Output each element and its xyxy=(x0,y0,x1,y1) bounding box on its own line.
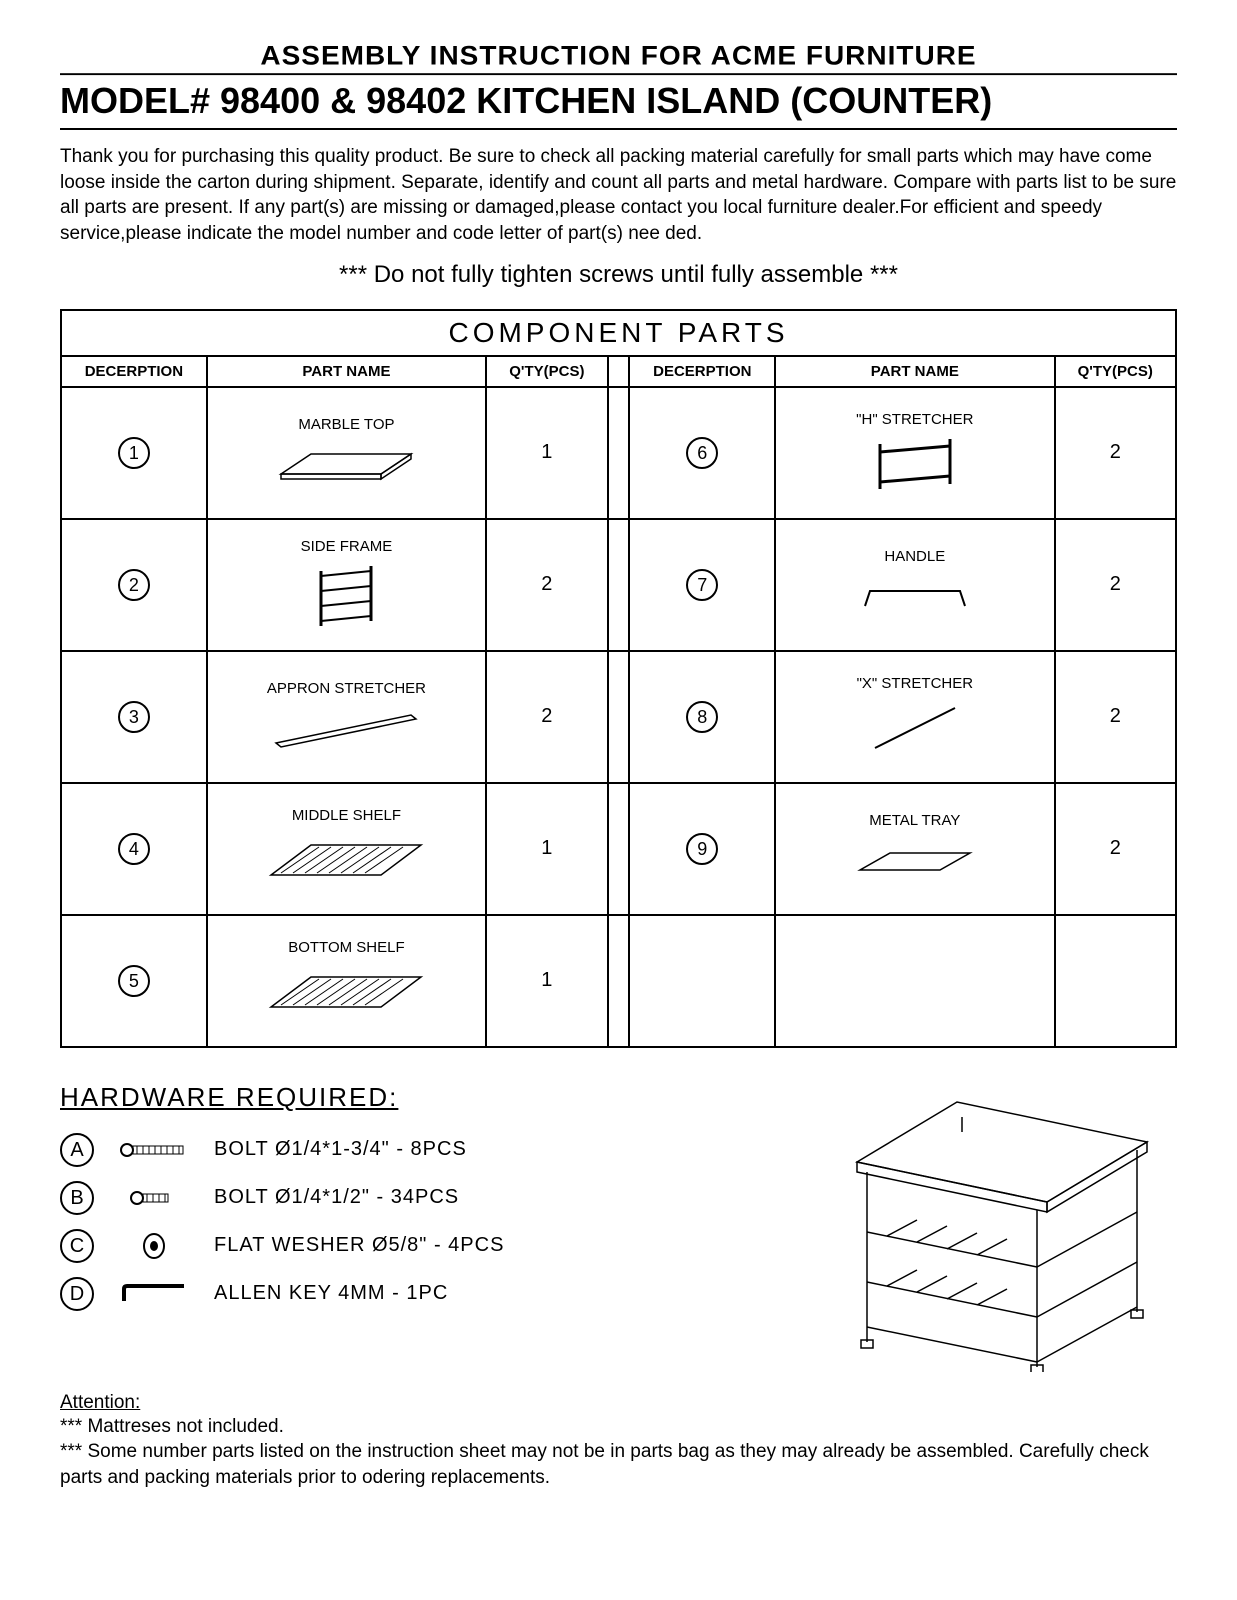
attention-line2: *** Some number parts listed on the inst… xyxy=(60,1439,1177,1490)
part-name: APPRON STRETCHER xyxy=(212,680,481,697)
parts-row: 3 APPRON STRETCHER 2 8 "X" STRETCHER 2 xyxy=(61,651,1176,783)
part-number: 5 xyxy=(118,965,150,997)
bottom-shelf-icon xyxy=(261,962,431,1022)
part-qty: 2 xyxy=(1055,387,1177,519)
col-header-name-right: PART NAME xyxy=(775,356,1054,387)
long-bolt-icon xyxy=(114,1140,194,1160)
part-qty: 2 xyxy=(486,519,607,651)
page-header-cut: ASSEMBLY INSTRUCTION FOR ACME FURNITURE xyxy=(60,41,1177,75)
parts-row: 5 BOTTOM SHELF 1 xyxy=(61,915,1176,1047)
col-header-desc-left: DECERPTION xyxy=(61,356,207,387)
part-qty: 1 xyxy=(486,915,607,1047)
part-number: 6 xyxy=(686,437,718,469)
hardware-desc: BOLT Ø1/4*1-3/4" - 8PCS xyxy=(214,1138,467,1161)
h-stretcher-icon xyxy=(860,434,970,494)
handle-icon xyxy=(845,571,985,621)
part-number: 8 xyxy=(686,701,718,733)
part-name: "H" STRETCHER xyxy=(780,411,1049,428)
part-number: 2 xyxy=(118,569,150,601)
part-qty: 1 xyxy=(486,783,607,915)
attention-line1: *** Mattreses not included. xyxy=(60,1414,1177,1440)
part-number: 7 xyxy=(686,569,718,601)
part-name: MARBLE TOP xyxy=(212,416,481,433)
part-name: SIDE FRAME xyxy=(212,538,481,555)
hardware-row: D ALLEN KEY 4MM - 1PC xyxy=(60,1277,787,1311)
parts-table-title: COMPONENT PARTS xyxy=(61,310,1176,356)
col-header-name-left: PART NAME xyxy=(207,356,486,387)
part-name: BOTTOM SHELF xyxy=(212,939,481,956)
short-bolt-icon xyxy=(114,1188,194,1208)
col-header-qty-right: Q'TY(PCS) xyxy=(1055,356,1177,387)
hardware-letter: A xyxy=(60,1133,94,1167)
part-qty: 2 xyxy=(1055,519,1177,651)
model-title: MODEL# 98400 & 98402 KITCHEN ISLAND (COU… xyxy=(60,80,1177,130)
side-frame-icon xyxy=(296,561,396,631)
table-gap xyxy=(608,356,630,387)
part-qty: 2 xyxy=(486,651,607,783)
hardware-row: B BOLT Ø1/4*1/2" - 34PCS xyxy=(60,1181,787,1215)
part-name: "X" STRETCHER xyxy=(780,675,1049,692)
assembled-product-illustration xyxy=(817,1072,1177,1372)
component-parts-table: COMPONENT PARTS DECERPTION PART NAME Q'T… xyxy=(60,309,1177,1048)
allen-key-icon xyxy=(114,1281,194,1306)
part-name: MIDDLE SHELF xyxy=(212,807,481,824)
part-name: METAL TRAY xyxy=(780,812,1049,829)
middle-shelf-icon xyxy=(261,830,431,890)
x-stretcher-icon xyxy=(855,698,975,758)
attention-title: Attention: xyxy=(60,1392,1177,1414)
part-qty: 2 xyxy=(1055,783,1177,915)
hardware-row: A BOLT Ø1/4*1-3/4" - 8PCS xyxy=(60,1133,787,1167)
hardware-letter: D xyxy=(60,1277,94,1311)
metal-tray-icon xyxy=(845,835,985,885)
hardware-letter: B xyxy=(60,1181,94,1215)
part-name: HANDLE xyxy=(780,548,1049,565)
part-number: 9 xyxy=(686,833,718,865)
intro-paragraph: Thank you for purchasing this quality pr… xyxy=(60,144,1177,247)
hardware-desc: ALLEN KEY 4MM - 1PC xyxy=(214,1282,448,1305)
col-header-qty-left: Q'TY(PCS) xyxy=(486,356,607,387)
hardware-desc: BOLT Ø1/4*1/2" - 34PCS xyxy=(214,1186,459,1209)
apron-stretcher-icon xyxy=(266,703,426,753)
part-qty: 2 xyxy=(1055,651,1177,783)
part-number: 1 xyxy=(118,437,150,469)
parts-row: 1 MARBLE TOP 1 6 "H" STRETCHER 2 xyxy=(61,387,1176,519)
parts-row: 2 SIDE FRAME 2 7 HANDLE 2 xyxy=(61,519,1176,651)
hardware-desc: FLAT WESHER Ø5/8" - 4PCS xyxy=(214,1234,504,1257)
col-header-desc-right: DECERPTION xyxy=(629,356,775,387)
washer-icon xyxy=(114,1231,194,1261)
hardware-title: HARDWARE REQUIRED: xyxy=(60,1082,787,1113)
part-qty: 1 xyxy=(486,387,607,519)
hardware-letter: C xyxy=(60,1229,94,1263)
marble-top-icon xyxy=(271,439,421,489)
assembly-warning: *** Do not fully tighten screws until fu… xyxy=(60,261,1177,289)
part-number: 4 xyxy=(118,833,150,865)
parts-row: 4 MIDDLE SHELF 1 9 METAL TRAY 2 xyxy=(61,783,1176,915)
hardware-row: C FLAT WESHER Ø5/8" - 4PCS xyxy=(60,1229,787,1263)
part-number: 3 xyxy=(118,701,150,733)
